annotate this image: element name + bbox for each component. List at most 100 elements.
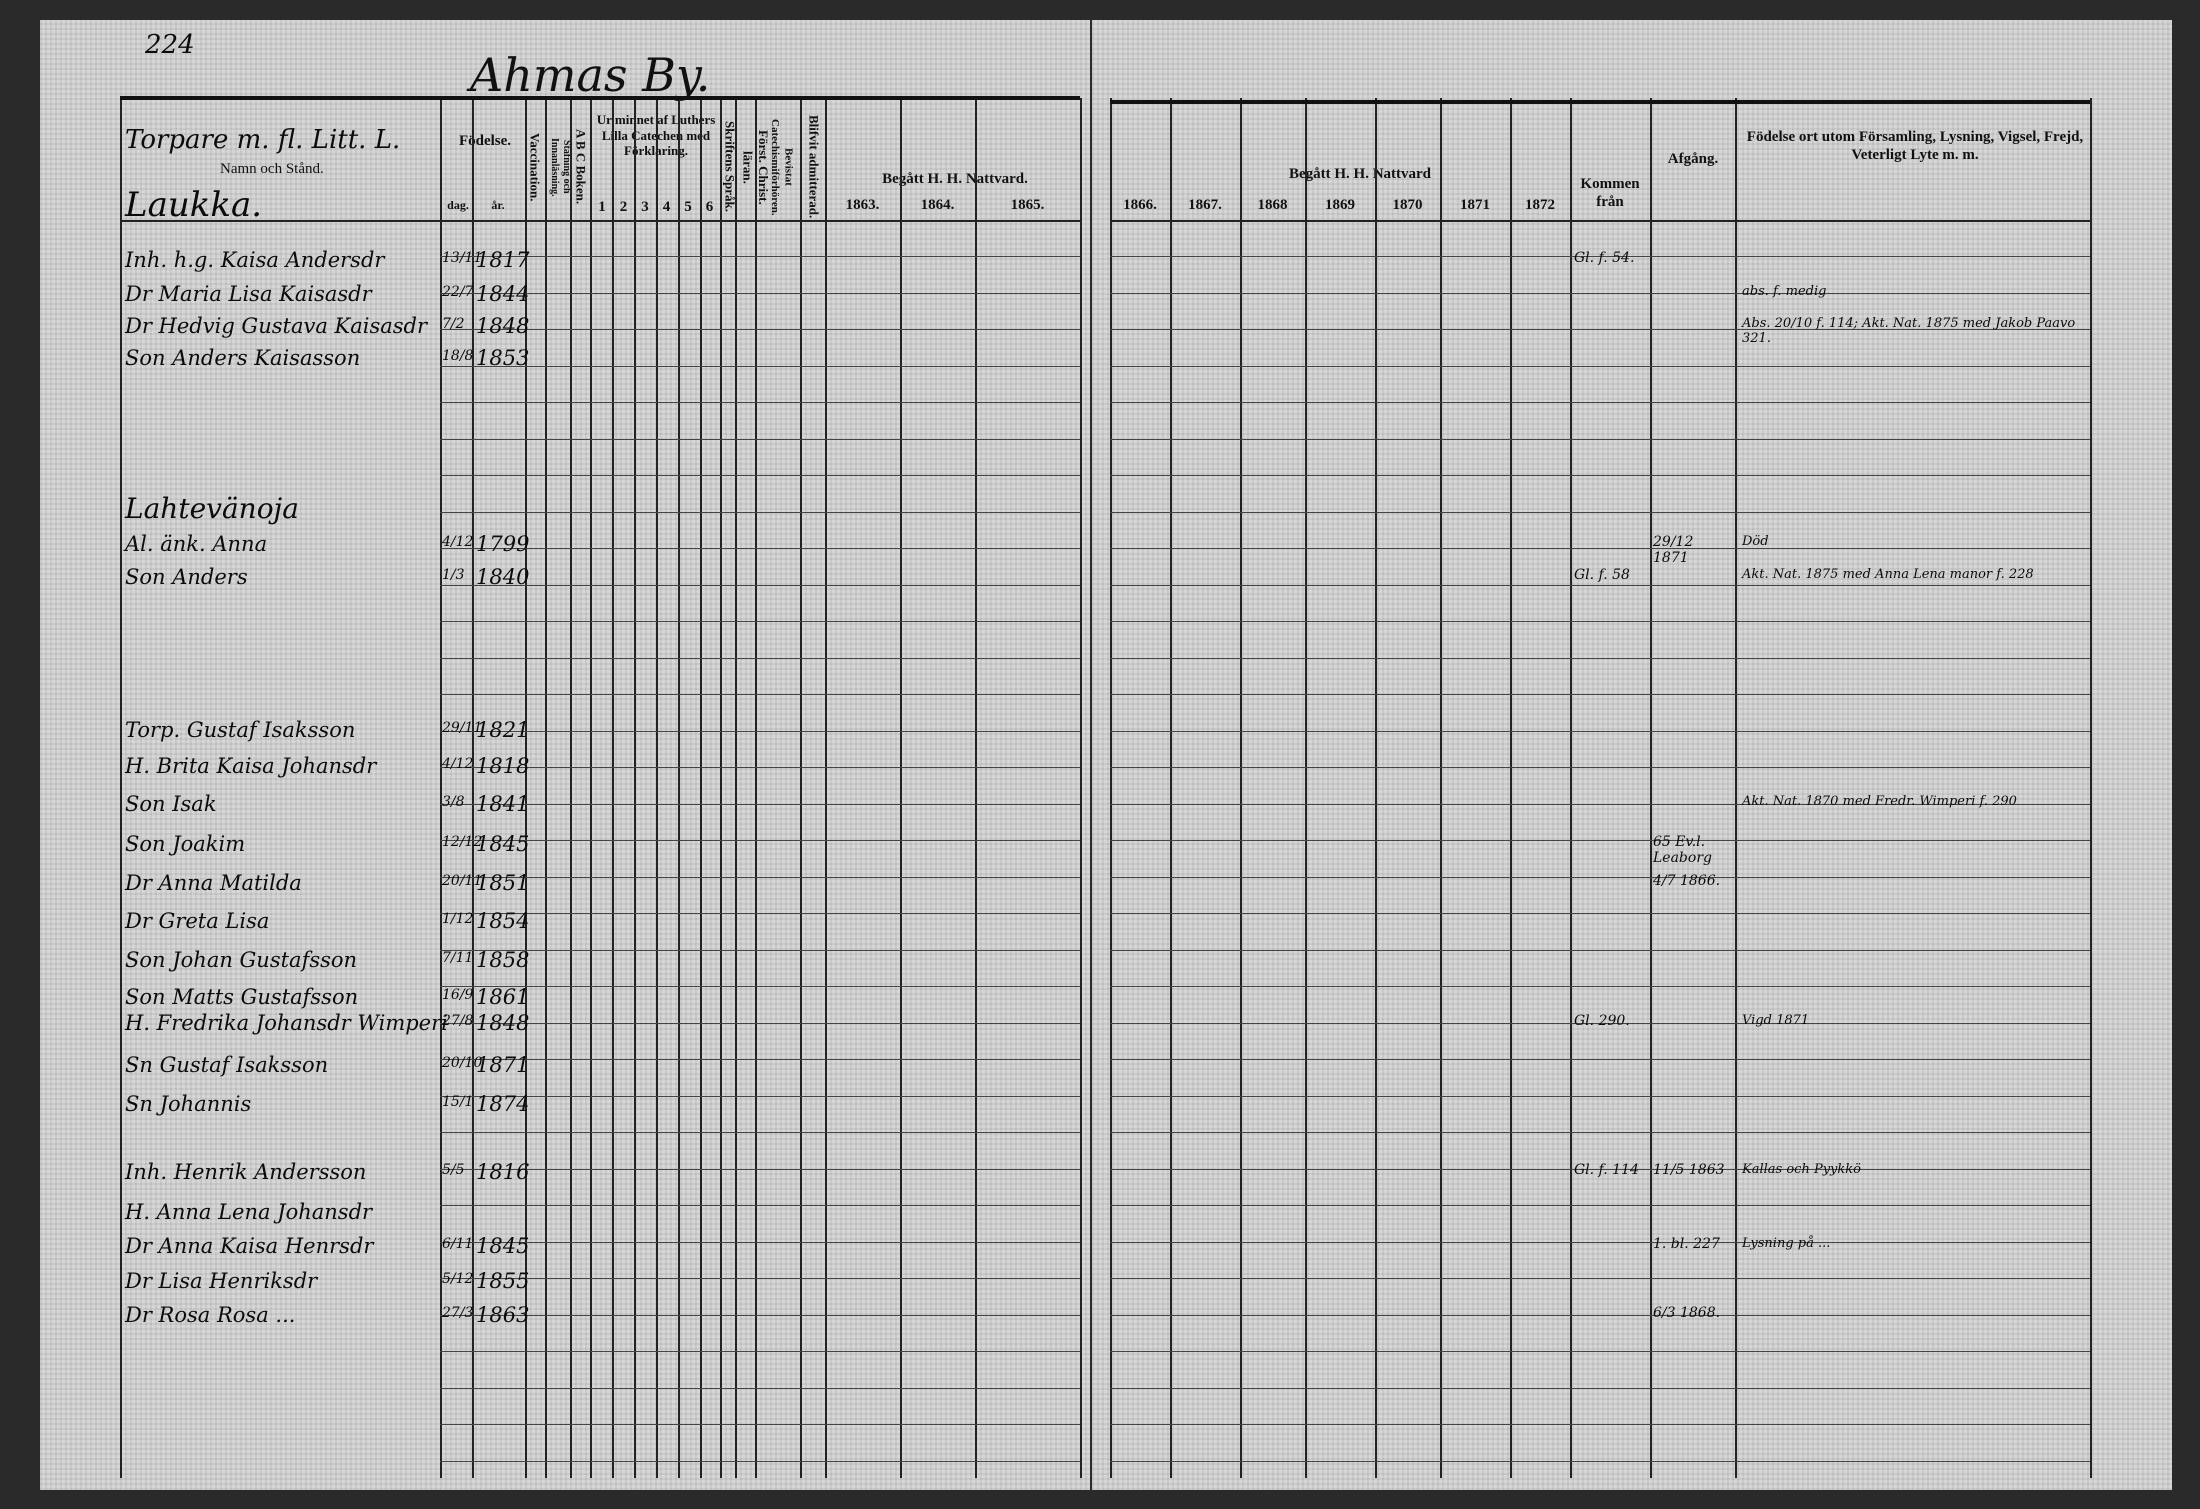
entry-birth-year: 1844 (476, 282, 530, 306)
row-rule (440, 292, 1080, 294)
entry-birth-year: 1848 (476, 314, 530, 338)
entry-name: Son Joakim (125, 832, 246, 856)
row-rule (440, 1278, 1080, 1279)
entry-birth-year: 1816 (476, 1160, 530, 1184)
entry-birth-day: 15/1 (442, 1094, 474, 1110)
entry-name: Dr Maria Lisa Kaisasdr (125, 282, 372, 306)
year-header: 1868 (1257, 197, 1288, 213)
row-rule (440, 1095, 1080, 1097)
entry-birth-year: 1848 (476, 1011, 530, 1035)
row-rule (1110, 986, 2090, 987)
row-rule (440, 548, 1080, 549)
column-rule (825, 98, 827, 1478)
entry-came-from: Gl. f. 58 (1574, 567, 1630, 583)
year-header: 1866. (1123, 197, 1157, 213)
row-rule (440, 584, 1080, 586)
row-rule (440, 876, 1080, 878)
column-rule (1110, 98, 1112, 1478)
row-rule (440, 365, 1080, 367)
entry-note: Akt. Nat. 1875 med Anna Lena manor f. 22… (1742, 567, 2034, 582)
entry-birth-day: 3/8 (442, 794, 465, 810)
column-rule (900, 98, 902, 1478)
name-column-header: Namn och Stånd. (220, 161, 324, 177)
entry-birth-year: 1841 (476, 792, 530, 816)
row-rule (1110, 1059, 2090, 1060)
entry-birth-day: 12/12 (442, 834, 483, 850)
row-rule (1110, 694, 2090, 695)
column-rule (1305, 98, 1307, 1478)
entry-birth-day: 7/2 (442, 316, 465, 332)
village-title: Ahmas By. (470, 48, 711, 102)
row-rule (1110, 1278, 2090, 1279)
column-rule (800, 98, 802, 1478)
entry-name: Son Isak (125, 792, 217, 816)
row-rule (1110, 913, 2090, 914)
row-rule (1110, 949, 2090, 951)
entry-birth-day: 4/12 (442, 534, 474, 550)
row-rule (1110, 1314, 2090, 1316)
row-rule (440, 840, 1080, 841)
entry-came-from: Gl. 290. (1574, 1013, 1630, 1029)
row-rule (1110, 621, 2090, 622)
column-rule (1650, 98, 1652, 1478)
entry-birth-year: 1855 (476, 1269, 530, 1293)
row-rule (1110, 1168, 2090, 1170)
year-header: 1871 (1460, 197, 1490, 213)
entry-birth-day: 5/12 (442, 1271, 474, 1287)
abc-header: A B C Boken. (573, 129, 589, 205)
entry-name: Inh. h.g. Kaisa Andersdr (125, 248, 385, 272)
row-rule (1110, 1095, 2090, 1097)
catechism-number: 3 (641, 199, 649, 215)
entry-name: Son Anders (125, 565, 248, 589)
column-rule (525, 98, 527, 1478)
column-rule (700, 98, 702, 1478)
catechism-number: 6 (705, 199, 714, 215)
row-rule (440, 1132, 1080, 1133)
row-rule (440, 949, 1080, 951)
row-rule (1110, 657, 2090, 659)
notes-header: Födelse ort utom Församling, Lysning, Vi… (1746, 129, 2084, 163)
row-rule (1110, 1132, 2090, 1133)
row-rule (1110, 475, 2090, 476)
row-rule (1110, 1460, 2090, 1462)
row-rule (1110, 730, 2090, 732)
entry-birth-year: 1817 (476, 248, 530, 272)
row-rule (440, 256, 1080, 257)
row-rule (1110, 1424, 2090, 1425)
departure-header: Afgång. (1667, 151, 1719, 167)
column-rule (1375, 98, 1377, 1478)
row-rule (440, 1460, 1080, 1462)
column-rule (1440, 98, 1442, 1478)
communion-header-right: Begått H. H. Nattvard (1288, 166, 1432, 182)
row-rule (1110, 584, 2090, 586)
entry-departure: 6/3 1868. (1653, 1305, 1721, 1321)
came-from-header: Kommen från (1580, 176, 1640, 210)
row-rule (440, 621, 1080, 622)
catechism-number: 5 (684, 199, 692, 215)
entry-name: Son Johan Gustafsson (125, 948, 358, 972)
entry-birth-year: 1874 (476, 1092, 530, 1116)
entry-note: Abs. 20/10 f. 114; Akt. Nat. 1875 med Ja… (1742, 316, 2076, 346)
day-header: dag. (447, 198, 469, 212)
row-rule (440, 1022, 1080, 1024)
entry-birth-year: 1840 (476, 565, 530, 589)
entry-name: Dr Hedvig Gustava Kaisasdr (125, 314, 428, 338)
catechism-exams-header: Bevistat Catechismiförhören. (769, 118, 795, 216)
entry-note: Lysning på ... (1742, 1236, 1831, 1251)
entry-name: H. Brita Kaisa Johansdr (125, 754, 377, 778)
entry-birth-day: 20/10 (442, 1055, 483, 1071)
entry-came-from: Gl. f. 54. (1574, 250, 1635, 266)
entry-note: abs. f. medig (1742, 284, 1827, 299)
row-rule (440, 1241, 1080, 1243)
entry-name: Dr Rosa Rosa ... (125, 1303, 296, 1327)
row-rule (440, 913, 1080, 914)
vaccination-header: Vaccination. (527, 132, 543, 202)
row-rule (1110, 803, 2090, 805)
row-rule (440, 1424, 1080, 1425)
entry-birth-year: 1863 (476, 1303, 530, 1327)
section-heading: Laukka. (125, 185, 263, 225)
right-page (1092, 20, 2172, 1490)
entry-birth-day: 1/3 (442, 567, 465, 583)
row-rule (440, 402, 1080, 403)
entry-note: Kallas och Pyykkö (1742, 1162, 1861, 1177)
